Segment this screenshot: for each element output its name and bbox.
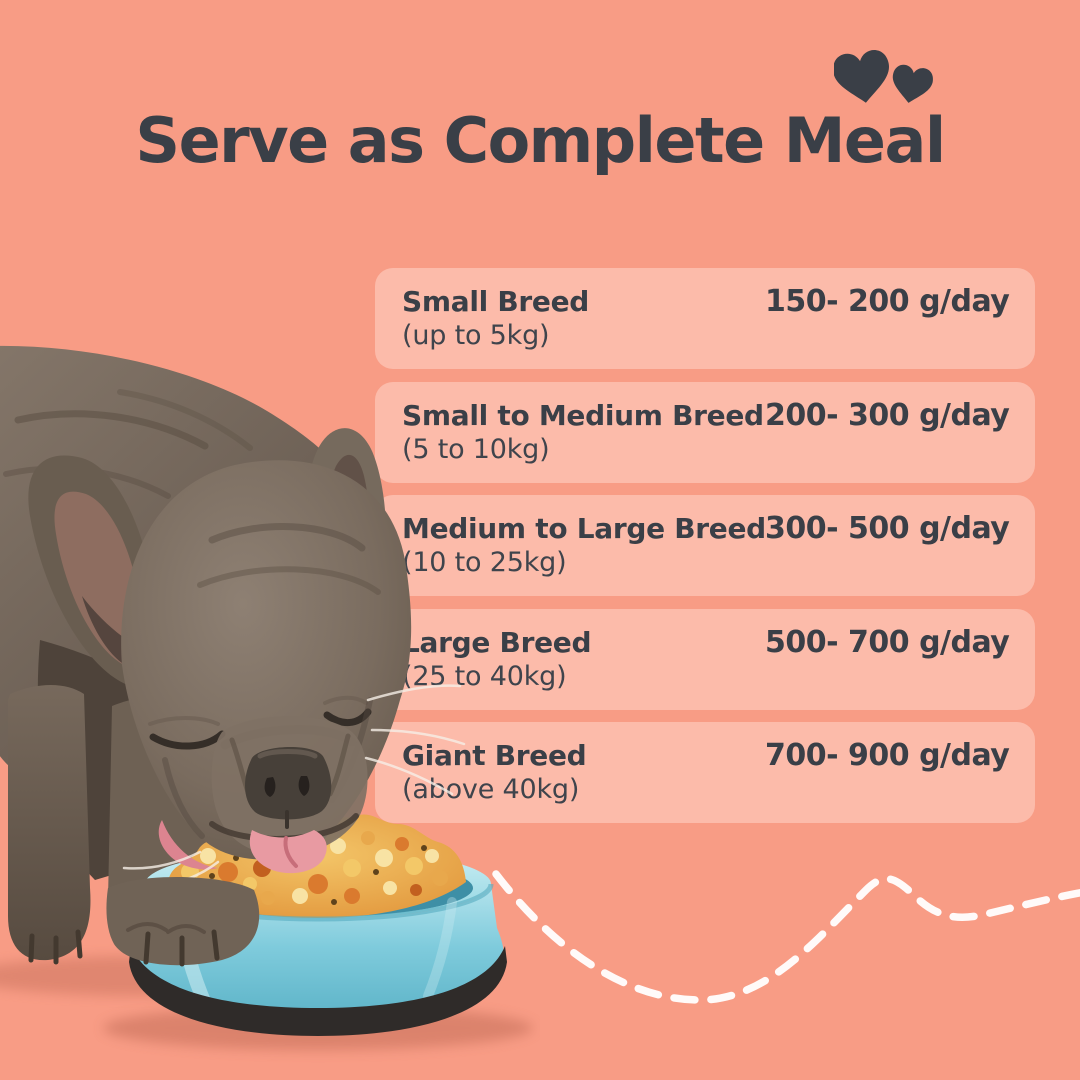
weight-range-label: (up to 5kg) — [402, 320, 550, 351]
breed-label: Medium to Large Breed — [402, 512, 766, 545]
weight-range-label: (above 40kg) — [402, 774, 580, 805]
dog-nose — [245, 746, 332, 829]
table-row: Giant Breed (above 40kg) 700- 900 g/day — [375, 722, 1035, 823]
dog-near-paw — [106, 876, 260, 967]
amount-value: 150- 200 g/day — [765, 284, 1010, 319]
dog-head — [121, 460, 466, 888]
table-row: Large Breed (25 to 40kg) 500- 700 g/day — [375, 608, 1035, 710]
dashed-wave-icon — [492, 870, 1080, 1004]
breed-label: Small Breed — [402, 285, 590, 318]
breed-label: Small to Medium Breed — [402, 398, 764, 432]
amount-value: 500- 700 g/day — [765, 624, 1010, 660]
table-row: Small Breed (up to 5kg) 150- 200 g/day — [375, 268, 1035, 369]
hearts-icon — [834, 50, 933, 103]
breed-label: Giant Breed — [402, 739, 587, 772]
bowl-base-ring — [129, 946, 507, 1036]
amount-value: 200- 300 g/day — [765, 397, 1010, 433]
dog-tongue — [249, 830, 327, 874]
dog-eating-illustration — [0, 345, 533, 1050]
table-row: Small to Medium Breed (5 to 10kg) 200- 3… — [375, 381, 1035, 483]
weight-range-label: (5 to 10kg) — [402, 433, 550, 465]
amount-value: 300- 500 g/day — [765, 511, 1010, 546]
breed-label: Large Breed — [402, 625, 592, 659]
page-title: Serve as Complete Meal — [135, 104, 946, 177]
weight-range-label: (10 to 25kg) — [402, 547, 567, 578]
table-row: Medium to Large Breed (10 to 25kg) 300- … — [375, 495, 1035, 596]
dog-whiskers — [122, 684, 466, 888]
dog-closed-eyes — [148, 695, 372, 750]
feeding-table: Small Breed (up to 5kg) 150- 200 g/day S… — [375, 268, 1035, 823]
amount-value: 700- 900 g/day — [765, 738, 1010, 773]
